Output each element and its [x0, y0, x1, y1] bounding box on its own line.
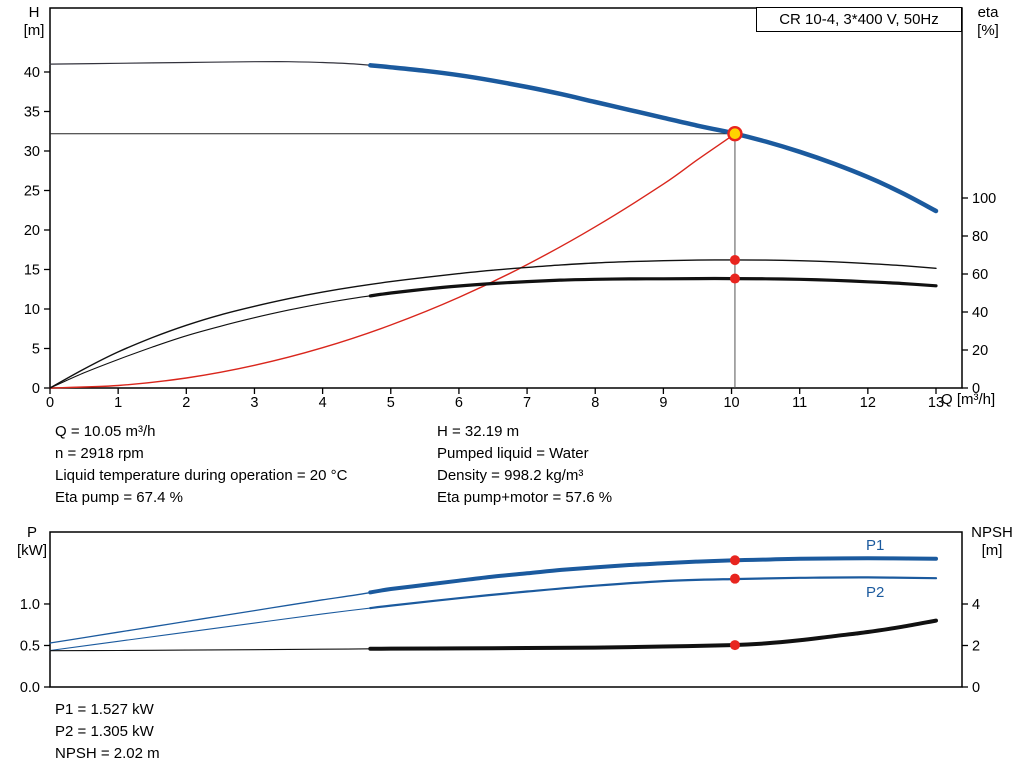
- tick-label: 0: [972, 381, 980, 397]
- flow-axis-label: Q [m³/h]: [941, 391, 996, 408]
- tick-label: 60: [972, 267, 988, 283]
- info-p2: P2 = 1.305 kW: [55, 723, 154, 740]
- power-axis-unit: [kW]: [17, 542, 47, 559]
- eta-axis-unit: [%]: [977, 22, 999, 39]
- pump-model-title: CR 10-4, 3*400 V, 50Hz: [756, 7, 962, 32]
- tick-label: 0: [972, 680, 980, 696]
- tick-label: 6: [455, 395, 463, 411]
- tick-label: 1.0: [20, 597, 40, 613]
- plot-frame: [49, 531, 963, 688]
- tick-label: 4: [972, 597, 980, 613]
- info-eta-pump-motor: Eta pump+motor = 57.6 %: [437, 489, 613, 506]
- tick-label: 25: [24, 183, 40, 199]
- info-head: H = 32.19 m: [437, 423, 520, 440]
- tick-label: 0: [32, 381, 40, 397]
- tick-label: 35: [24, 104, 40, 120]
- duty-point: [727, 125, 743, 142]
- tick-label: 100: [972, 191, 996, 207]
- tick-label: 12: [860, 395, 876, 411]
- p1-curve-duty-range: [368, 556, 938, 595]
- tick-label: 9: [659, 395, 667, 411]
- info-liquid-temperature: Liquid temperature during operation = 20…: [55, 467, 348, 484]
- eta-pump-motor-duty-range: [368, 276, 938, 298]
- p2-point: [729, 573, 740, 584]
- tick-label: 10: [24, 302, 40, 318]
- tick-label: 0.0: [20, 680, 40, 696]
- info-pumped-liquid: Pumped liquid = Water: [437, 445, 589, 462]
- tick-label: 20: [972, 343, 988, 359]
- head-curve: [49, 61, 937, 212]
- p2-curve-label: P2: [866, 584, 885, 601]
- tick-label: 10: [723, 395, 739, 411]
- eta-axis-label: eta [%]: [966, 4, 1010, 40]
- tick-label: 5: [387, 395, 395, 411]
- tick-label: 11: [792, 395, 807, 411]
- p1-point: [729, 555, 740, 566]
- info-eta-pump: Eta pump = 67.4 %: [55, 489, 183, 506]
- info-speed: n = 2918 rpm: [55, 445, 144, 462]
- head-axis-unit: [m]: [23, 22, 45, 39]
- p2-curve: [49, 605, 392, 652]
- eta-pump-motor-point: [729, 273, 740, 284]
- system-curve: [49, 132, 737, 389]
- eta-pump-curve: [49, 259, 937, 389]
- npsh-point: [729, 640, 740, 651]
- tick-label: 3: [250, 395, 258, 411]
- info-density: Density = 998.2 kg/m³: [437, 467, 584, 484]
- head-axis-symbol: H: [28, 4, 40, 21]
- tick-label: 2: [972, 639, 980, 655]
- tick-label: 8: [591, 395, 599, 411]
- npsh-axis-unit: [m]: [981, 542, 1003, 559]
- eta-pump-motor-curve: [49, 292, 392, 389]
- eta-axis-symbol: eta: [977, 4, 999, 21]
- plot-frame: [49, 7, 963, 389]
- tick-label: 20: [24, 223, 40, 239]
- p1-curve: [49, 588, 392, 644]
- info-p1: P1 = 1.527 kW: [55, 701, 154, 718]
- info-flow: Q = 10.05 m³/h: [55, 423, 156, 440]
- tick-label: 80: [972, 229, 988, 245]
- tick-label: 7: [523, 395, 531, 411]
- head-axis-label: H [m]: [16, 4, 52, 40]
- tick-label: 40: [972, 305, 988, 321]
- npsh-curve-duty-range: [368, 618, 938, 651]
- tick-label: 15: [24, 262, 40, 278]
- power-npsh-info: P1 = 1.527 kW P2 = 1.305 kW NPSH = 2.02 …: [55, 699, 160, 765]
- tick-label: 13: [928, 395, 944, 411]
- p2-curve-duty-range: [369, 576, 938, 610]
- eta-pump-point: [729, 254, 740, 265]
- operating-point-info-left: Q = 10.05 m³/h n = 2918 rpm Liquid tempe…: [55, 421, 347, 509]
- npsh-curve: [49, 648, 392, 652]
- tick-label: 0.5: [20, 638, 40, 654]
- tick-label: 1: [114, 395, 122, 411]
- power-axis-label: P [kW]: [12, 524, 52, 560]
- operating-point-info-right: H = 32.19 m Pumped liquid = Water Densit…: [437, 421, 612, 509]
- info-npsh: NPSH = 2.02 m: [55, 745, 160, 762]
- npsh-axis-symbol: NPSH: [971, 524, 1013, 541]
- npsh-axis-label: NPSH [m]: [964, 524, 1020, 560]
- tick-label: 2: [182, 395, 190, 411]
- tick-label: 30: [24, 144, 40, 160]
- head-curve-duty-range: [368, 63, 939, 214]
- power-axis-symbol: P: [26, 524, 37, 541]
- p1-curve-label: P1: [866, 537, 885, 554]
- tick-label: 40: [24, 65, 40, 81]
- tick-label: 4: [319, 395, 327, 411]
- tick-label: 0: [46, 395, 54, 411]
- tick-label: 5: [32, 341, 40, 357]
